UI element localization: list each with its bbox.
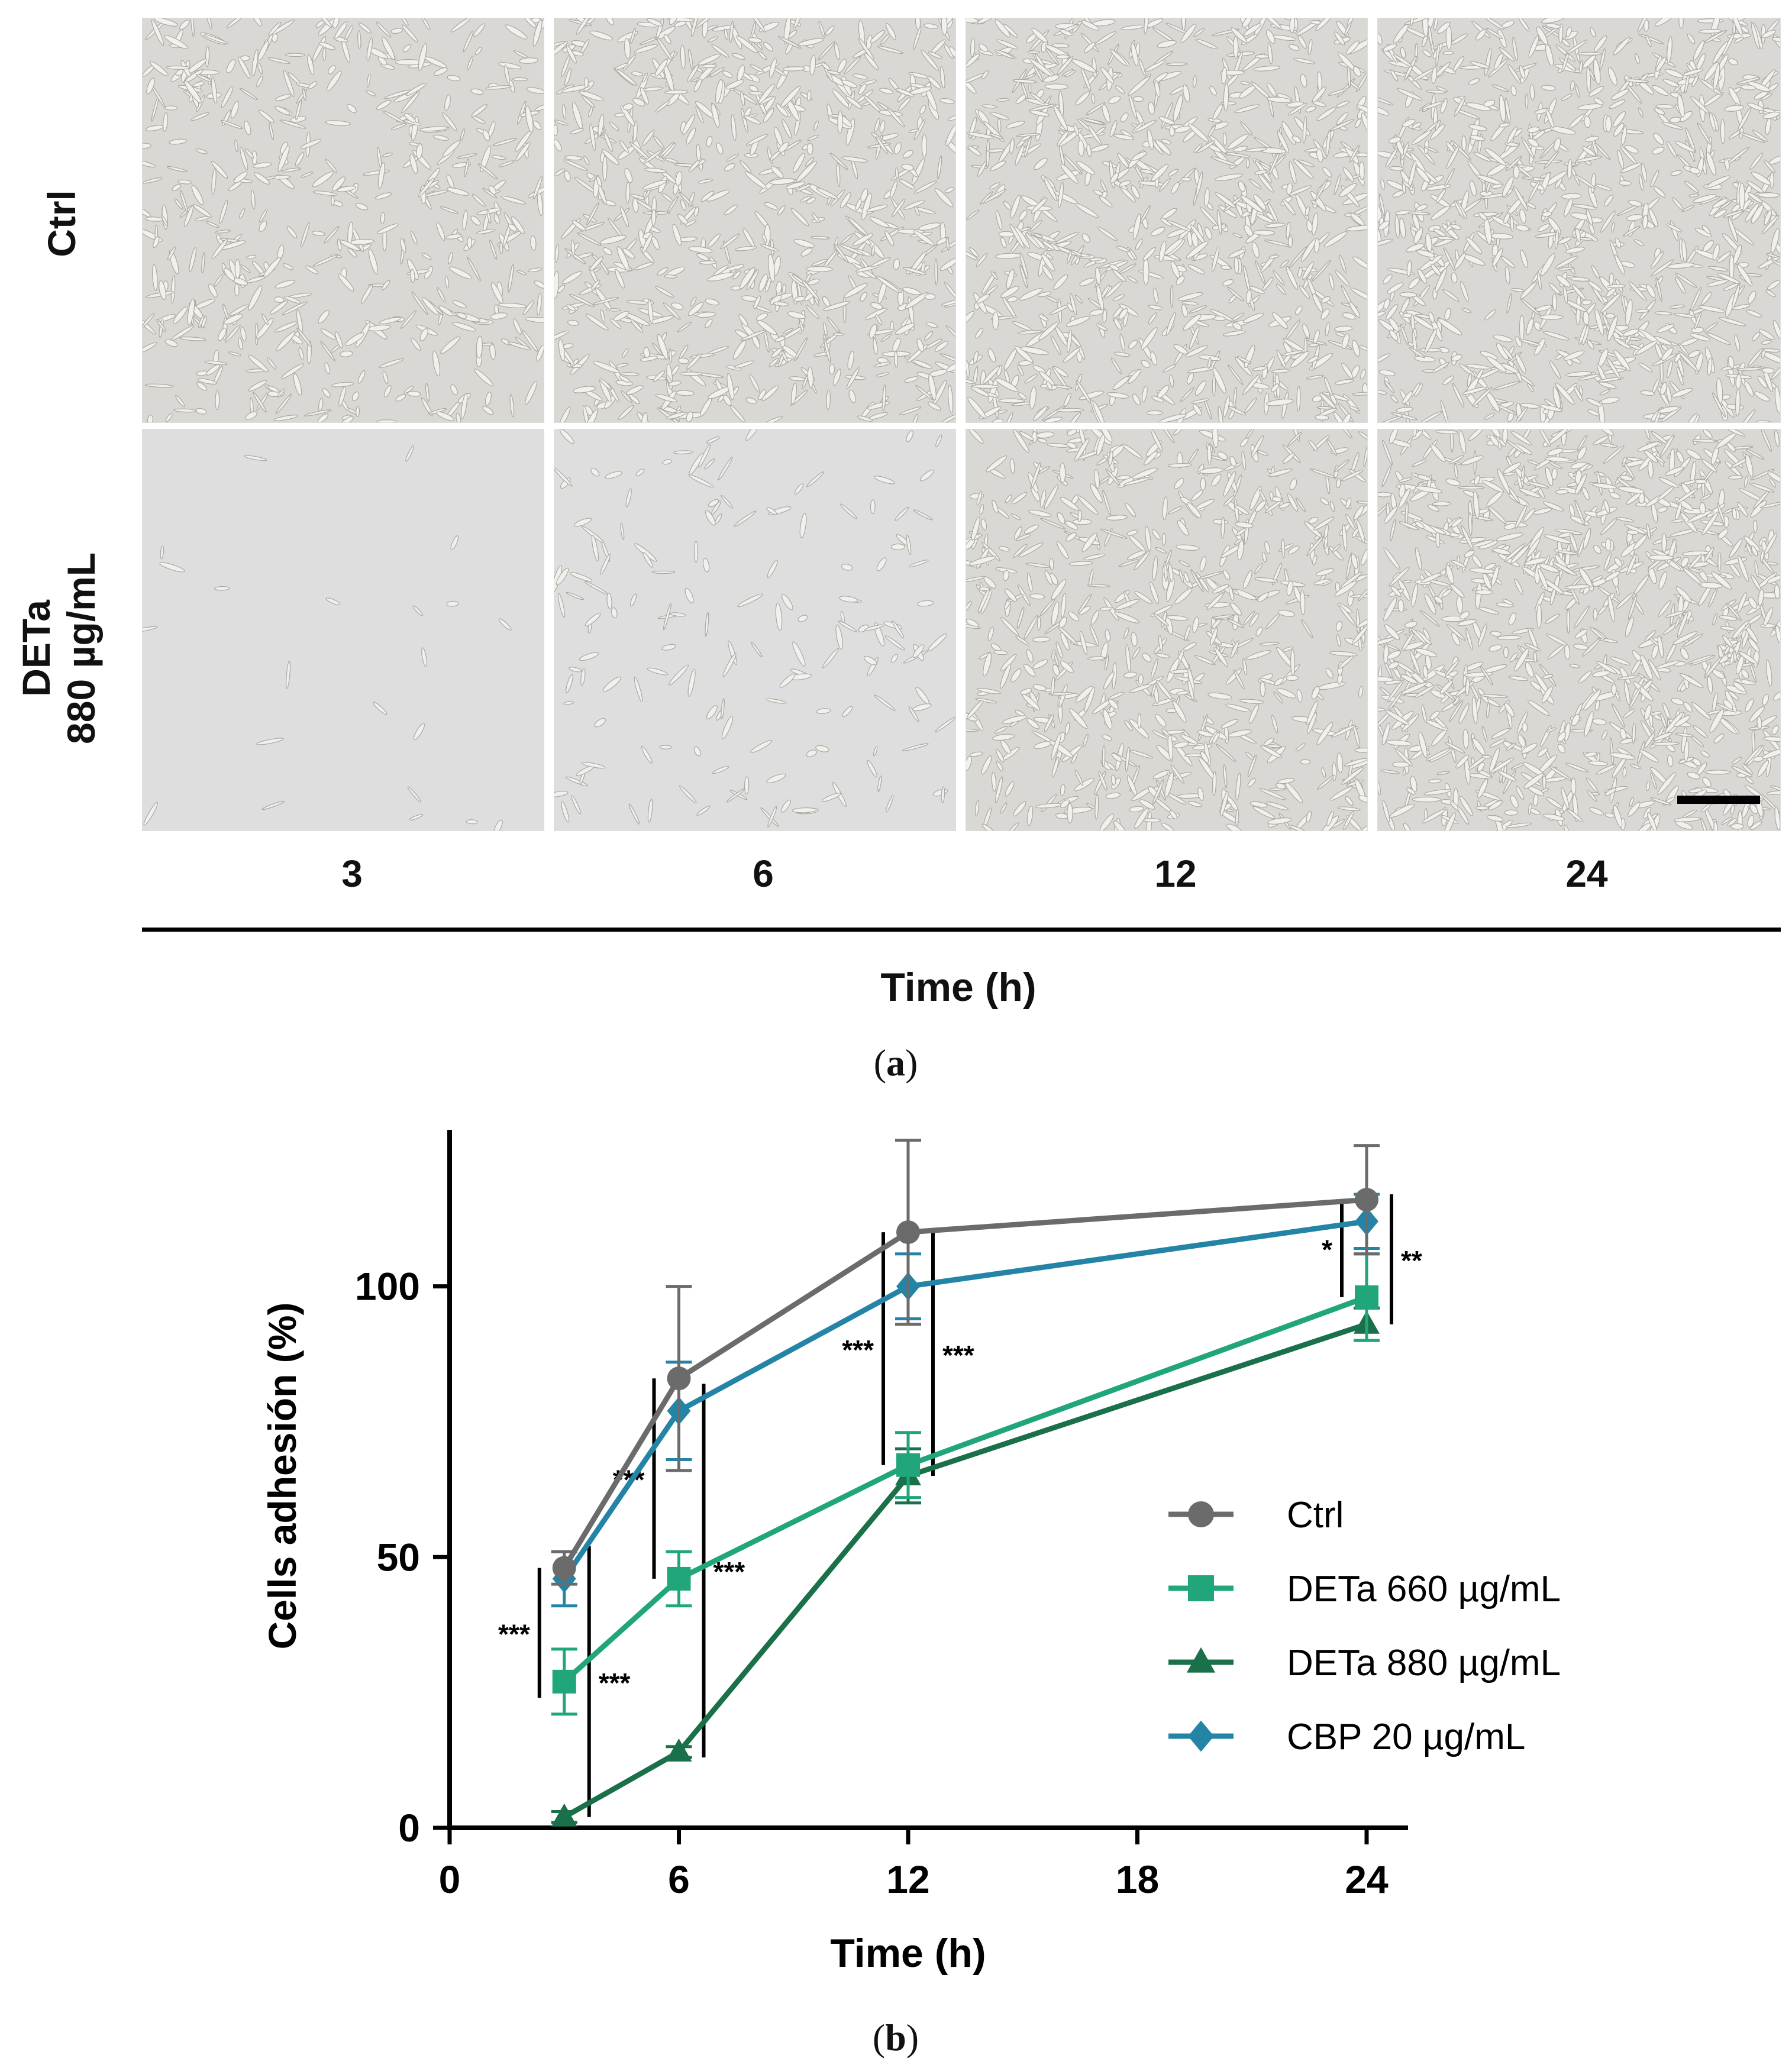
series-deta-660-g-ml [551,1252,1380,1716]
data-point [552,1669,576,1694]
micrograph-ctrl-12h [966,18,1368,423]
significance-annotations: *************** **** ** [498,1194,1422,1817]
data-point [1355,1285,1378,1309]
x-tick-label: 12 [886,1857,929,1901]
data-point [896,1220,920,1245]
panel-label-a-letter: a [886,1042,905,1084]
row-label-deta-line1: DETa [14,599,59,697]
cell-texture [1378,429,1780,831]
significance-label: ** [1401,1245,1422,1276]
data-point [667,1366,691,1391]
cell-texture [143,429,544,831]
panel-a-axis-line [142,928,1781,932]
cell-texture [966,18,1367,422]
legend-item: CBP 20 µg/mL [1168,1717,1525,1757]
micrograph-ctrl-24h [1377,18,1781,423]
chart-legend: Ctrl DETa 660 µg/mL DETa 880 µg/mL CBP 20 µ… [1168,1495,1561,1757]
chart-series [551,1138,1380,1827]
micrograph-deta-24h [1377,429,1781,831]
legend-label: CBP 20 µg/mL [1287,1717,1525,1757]
x-tick-label: 6 [668,1857,690,1901]
adhesion-line-chart: 0 6 12 18 24 0 50 100 Time (h) Cells adhesión (%)… [260,1130,1561,1976]
legend-item: DETa 660 µg/mL [1168,1569,1561,1610]
series-line [562,1294,1368,1684]
significance-label: *** [942,1340,974,1371]
panel-label-a: (a) [873,1042,918,1084]
cell-texture [554,429,955,831]
cell-texture [1378,18,1780,422]
x-tick-label: 24 [1345,1857,1389,1901]
data-point [666,1738,692,1762]
cell-texture [966,429,1367,831]
y-axis-title: Cells adhesión (%) [260,1303,304,1650]
legend-swatch-marker [1188,1575,1214,1601]
micrograph-ctrl-3h [142,18,544,423]
column-label-24h: 24 [1565,852,1608,895]
panel-a-axis-title: Time (h) [880,965,1037,1010]
data-point [552,1556,576,1580]
cell-texture [143,18,544,422]
legend-item: DETa 880 µg/mL [1168,1643,1561,1684]
legend-swatch-marker [1188,1501,1214,1527]
row-label-ctrl-text: Ctrl [40,190,84,257]
significance-label: * [1322,1235,1332,1265]
series-line [561,1197,1367,1569]
column-label-3h: 3 [341,852,363,895]
row-label-deta-line2: 880 µg/mL [59,552,103,744]
series-line [563,1321,1368,1820]
series-cbp-20-g-ml [551,1193,1380,1608]
micrograph-ctrl-6h [554,18,956,423]
micrograph-deta-12h [966,429,1368,831]
micrograph-deta-6h [554,429,956,831]
significance-label: *** [599,1668,631,1698]
chart-axes: 0 6 12 18 24 0 50 100 Time (h) Cells adhesión (%) [260,1130,1408,1976]
data-point [551,1803,577,1827]
legend-label: DETa 880 µg/mL [1287,1643,1561,1684]
row-label-deta: DETa 880 µg/mL [14,530,104,767]
significance-label: *** [498,1618,530,1649]
data-point [896,1453,920,1477]
legend-label: DETa 660 µg/mL [1287,1569,1561,1610]
column-label-12h: 12 [1154,852,1197,895]
y-tick-label: 50 [377,1535,420,1579]
cell-texture [554,18,955,422]
data-point [667,1566,691,1591]
panel-label-b: (b) [872,2017,919,2059]
legend-label: Ctrl [1287,1495,1344,1536]
x-tick-label: 0 [439,1857,461,1901]
x-tick-label: 18 [1116,1857,1159,1901]
data-point [1355,1188,1378,1212]
scale-bar [1677,796,1760,804]
series-line [562,1219,1367,1581]
panel-label-b-letter: b [885,2017,906,2059]
y-tick-label: 0 [398,1806,420,1850]
micrograph-deta-3h [142,429,544,831]
row-label-ctrl: Ctrl [40,126,85,321]
legend-item: Ctrl [1168,1495,1344,1536]
x-axis-title: Time (h) [830,1931,986,1976]
legend-swatch-marker [1186,1647,1216,1673]
significance-label: *** [842,1334,874,1365]
micrograph-grid [142,18,1781,831]
column-label-6h: 6 [753,852,774,895]
legend-swatch-marker [1188,1720,1214,1752]
y-tick-label: 100 [355,1265,420,1308]
series-ctrl [551,1138,1380,1586]
